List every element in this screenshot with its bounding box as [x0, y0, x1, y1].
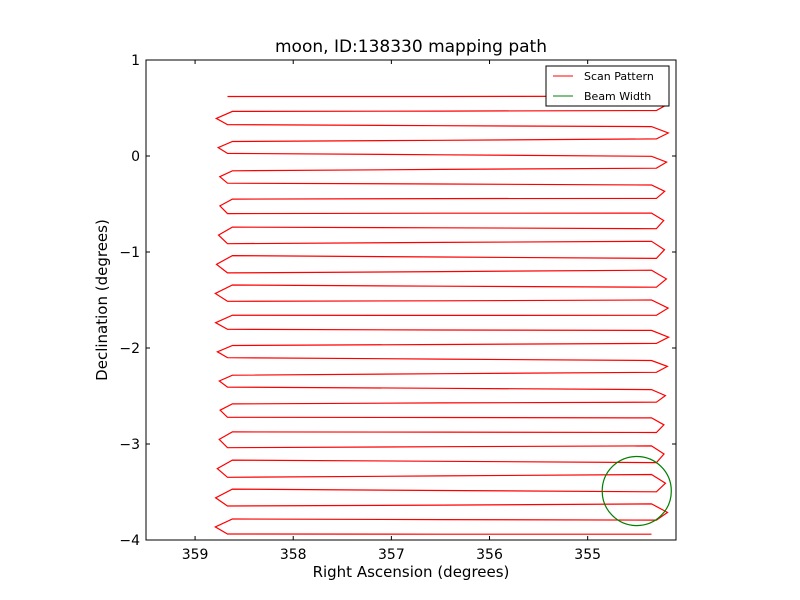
- y-tick-label: −3: [119, 437, 140, 453]
- y-axis-label: Declination (degrees): [93, 219, 111, 381]
- x-tick-label: 359: [182, 547, 209, 563]
- legend-label-scan-pattern: Scan Pattern: [584, 70, 654, 83]
- x-axis-label: Right Ascension (degrees): [313, 563, 510, 581]
- plot-frame: [145, 59, 677, 541]
- legend-frame: [545, 65, 670, 107]
- x-tick-label: 358: [280, 547, 307, 563]
- chart-title: moon, ID:138330 mapping path: [275, 37, 547, 57]
- axis-ticks: 359 358 357 356 355 1 0 −1 −2 −3 −4: [119, 53, 676, 563]
- x-tick-label: 356: [476, 547, 503, 563]
- beam-width-circle: [601, 455, 672, 527]
- legend-label-beam-width: Beam Width: [584, 90, 651, 103]
- x-tick-label: 357: [378, 547, 405, 563]
- y-tick-label: 1: [131, 53, 140, 69]
- plot-area: [214, 95, 672, 535]
- y-tick-label: −1: [119, 245, 140, 261]
- x-tick-label: 355: [574, 547, 601, 563]
- y-tick-label: 0: [131, 149, 140, 165]
- y-tick-label: −4: [119, 533, 140, 549]
- y-tick-label: −2: [119, 341, 140, 357]
- scan-pattern-line: [214, 95, 671, 535]
- legend: Scan Pattern Beam Width: [545, 65, 670, 107]
